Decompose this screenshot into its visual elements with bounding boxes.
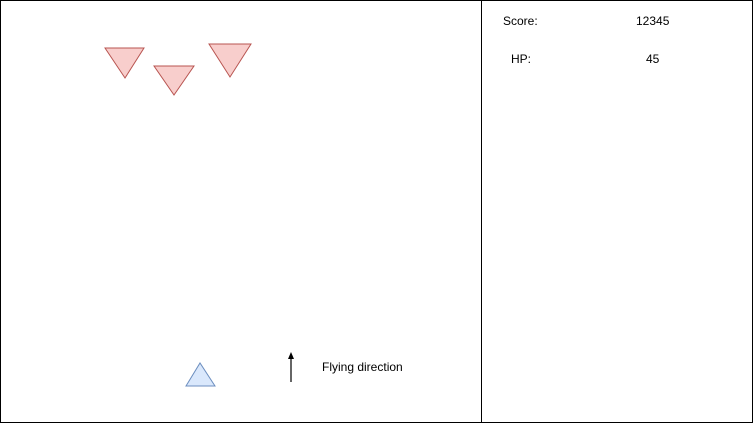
game-scene (104, 43, 294, 387)
arrow-up-icon (288, 352, 294, 382)
enemy-ship (104, 47, 145, 79)
hp-label: HP: (511, 52, 532, 66)
flying-direction-label: Flying direction (322, 360, 403, 374)
game-area[interactable]: Flying direction (0, 0, 482, 423)
player-ship (185, 362, 216, 387)
hud-panel: Score: 12345 HP: 45 (482, 0, 753, 423)
enemy-ship (153, 65, 195, 96)
hp-value: 45 (646, 52, 660, 66)
score-label: Score: (503, 14, 538, 28)
score-value: 12345 (636, 14, 670, 28)
enemy-ship (208, 43, 252, 78)
